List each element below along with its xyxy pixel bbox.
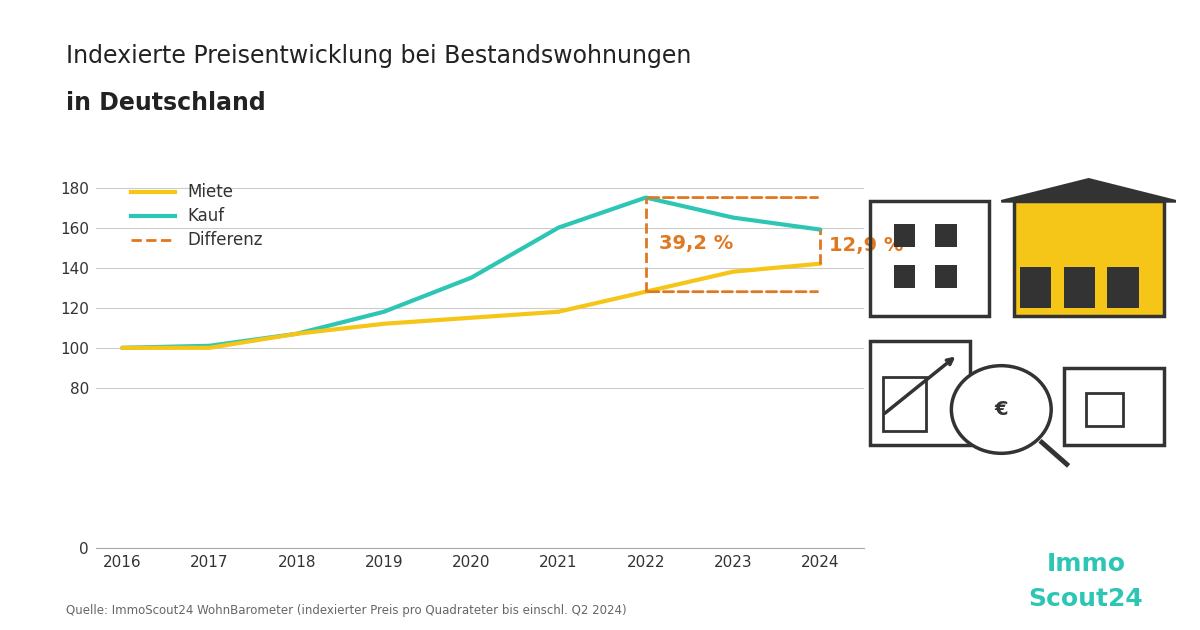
Circle shape bbox=[952, 365, 1051, 454]
Polygon shape bbox=[1001, 180, 1176, 202]
Text: Indexierte Preisentwicklung bei Bestandswohnungen: Indexierte Preisentwicklung bei Bestands… bbox=[66, 44, 691, 68]
Text: Scout24: Scout24 bbox=[1028, 587, 1144, 610]
Bar bbox=[870, 202, 989, 316]
Text: Differenz: Differenz bbox=[187, 231, 263, 249]
Text: Kauf: Kauf bbox=[187, 207, 224, 224]
Bar bbox=[1063, 267, 1094, 308]
Text: Quelle: ImmoScout24 WohnBarometer (indexierter Preis pro Quadrateter bis einschl: Quelle: ImmoScout24 WohnBarometer (index… bbox=[66, 604, 626, 617]
Text: in Deutschland: in Deutschland bbox=[66, 91, 265, 115]
Bar bbox=[1063, 369, 1164, 445]
Text: Immo: Immo bbox=[1046, 553, 1126, 576]
Bar bbox=[1108, 267, 1139, 308]
Text: Miete: Miete bbox=[187, 183, 234, 200]
Bar bbox=[894, 224, 916, 248]
Bar bbox=[870, 341, 970, 445]
Text: 12,9 %: 12,9 % bbox=[829, 236, 904, 255]
Text: 39,2 %: 39,2 % bbox=[659, 234, 733, 253]
Text: €: € bbox=[995, 400, 1008, 419]
Bar bbox=[1086, 393, 1123, 426]
Bar bbox=[936, 265, 956, 288]
Bar bbox=[883, 377, 926, 432]
Bar bbox=[894, 265, 916, 288]
Bar bbox=[936, 224, 956, 248]
Bar bbox=[1014, 202, 1164, 316]
Bar bbox=[1020, 267, 1051, 308]
